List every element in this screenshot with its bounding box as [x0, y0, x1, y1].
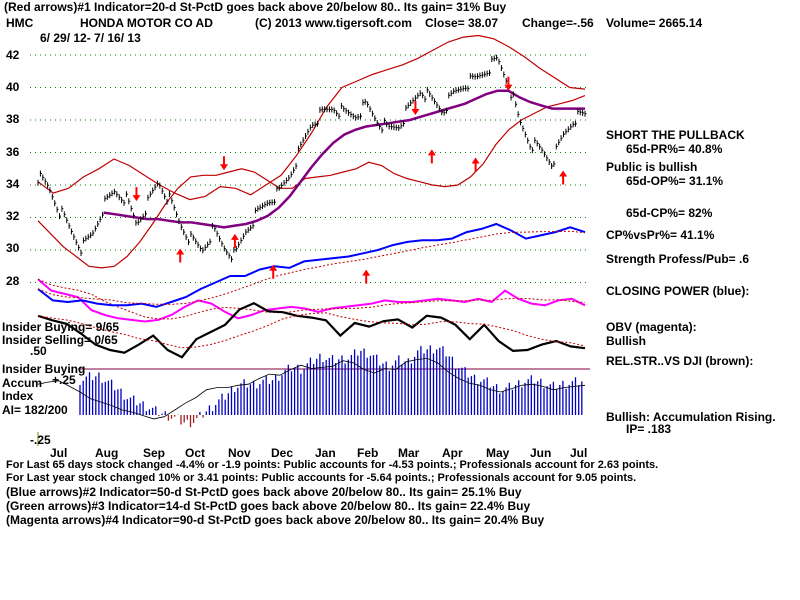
arrow-head	[411, 109, 420, 115]
red-up-arrow	[362, 269, 371, 284]
cp-stat: 65d-CP%= 82%	[626, 206, 713, 220]
price-change: Change=-.56	[522, 16, 594, 30]
accum-insider-label: Insider Buying	[2, 362, 86, 376]
red-down-arrow	[411, 101, 420, 115]
ai-value: AI= 182/200	[2, 403, 68, 417]
obv-label: OBV (magenta):	[606, 320, 697, 334]
ip-stat: IP= .183	[626, 422, 672, 436]
date-range: 6/ 29/ 12- 7/ 16/ 13	[40, 31, 141, 45]
y-tick: 42	[6, 48, 20, 62]
public-status: Public is bullish	[606, 160, 698, 174]
closing-power-ma-line	[37, 230, 586, 305]
insider-selling-count: Insider Selling= 0/65	[2, 333, 118, 347]
lower-band-line	[37, 95, 586, 269]
relstr-line	[37, 301, 586, 359]
accum-ma-line	[37, 357, 586, 420]
cpvspr-stat: CP%vsPr%= 41.1%	[606, 228, 715, 242]
index-label: Index	[2, 389, 34, 403]
footer-line4: (Green arrows)#3 Indicator=14-d St-PctD …	[6, 499, 531, 513]
red-up-arrow	[559, 170, 568, 185]
upper-band-line	[37, 34, 586, 201]
closing-power-line	[37, 222, 586, 308]
volume: Volume= 2665.14	[606, 16, 703, 30]
obv-line	[37, 278, 586, 323]
red-down-arrow	[504, 76, 513, 91]
relstr-label: REL.STR..VS DJI (brown):	[606, 354, 754, 368]
copyright: (C) 2013 www.tigersoft.com	[255, 16, 412, 30]
arrow-head	[362, 269, 371, 276]
month-label: Jan	[315, 446, 336, 460]
signal-text: SHORT THE PULLBACK	[606, 128, 745, 142]
red-up-arrow	[230, 233, 239, 248]
accum-label: Accum	[2, 376, 43, 390]
header-line1: (Red arrows)#1 Indicator=20-d St-PctD go…	[4, 0, 507, 14]
arrow-head	[471, 157, 480, 164]
month-label: Aug	[95, 446, 119, 460]
month-label: May	[486, 446, 510, 460]
closing-power-label: CLOSING POWER (blue):	[606, 284, 750, 298]
month-label: Nov	[228, 446, 251, 460]
chart-series	[37, 34, 587, 428]
red-down-arrow	[132, 187, 141, 202]
moving-average-line	[103, 89, 585, 229]
close-price: Close= 38.07	[425, 16, 499, 30]
y-tick: 36	[6, 145, 20, 159]
accum-tick: +.25	[52, 373, 76, 387]
red-up-arrow	[471, 157, 480, 172]
relstr-ma-line	[37, 312, 586, 349]
arrow-head	[269, 264, 278, 271]
arrow-head	[176, 248, 185, 255]
obv-ma-line	[37, 278, 586, 320]
footer-line5: (Magenta arrows)#4 Indicator=90-d St-Pct…	[6, 513, 545, 527]
y-tick: 32	[6, 209, 20, 223]
op-stat: 65d-OP%= 31.1%	[626, 174, 724, 188]
arrow-head	[504, 84, 513, 91]
arrow-head	[230, 233, 239, 240]
insider-buying-count: Insider Buying= 9/65	[2, 320, 120, 334]
arrow-head	[132, 195, 141, 202]
month-label: Sep	[143, 446, 166, 460]
company-name: HONDA MOTOR CO AD	[80, 16, 213, 30]
y-tick: 40	[6, 80, 20, 94]
footer-line2: For Last year stock changed 10% or 3.41 …	[6, 472, 637, 484]
accum-status: Bullish: Accumulation Rising.	[606, 410, 776, 424]
accum-tick: -.25	[30, 433, 51, 447]
red-up-arrow	[176, 248, 185, 263]
arrow-head	[219, 164, 228, 171]
arrow-head	[559, 170, 568, 177]
footer-line1: For Last 65 days stock changed -4.4% or …	[6, 459, 659, 471]
month-label: Oct	[185, 446, 206, 460]
month-label: Dec	[271, 446, 294, 460]
month-label: Jul	[50, 446, 68, 460]
red-up-arrow	[427, 149, 436, 164]
grid-lines	[30, 54, 590, 446]
red-down-arrow	[219, 156, 228, 171]
month-label: Mar	[398, 446, 420, 460]
chart-marks	[132, 76, 568, 284]
ticker-symbol: HMC	[6, 16, 34, 30]
month-label: Feb	[357, 446, 379, 460]
month-label: Apr	[442, 446, 463, 460]
y-tick: 38	[6, 112, 20, 126]
pr-stat: 65d-PR%= 40.8%	[626, 142, 723, 156]
arrow-head	[427, 149, 436, 156]
red-up-arrow	[269, 264, 278, 279]
y-tick: 30	[6, 241, 20, 255]
y-tick: 28	[6, 274, 20, 288]
obv-status: Bullish	[606, 334, 647, 348]
month-label: Jul	[570, 446, 588, 460]
month-label: Jun	[530, 446, 552, 460]
footer-line3: (Blue arrows)#2 Indicator=50-d St-PctD g…	[6, 485, 522, 499]
strength-stat: Strength Profess/Pub= .6	[606, 252, 750, 266]
accum-tick: .50	[30, 344, 47, 358]
y-tick: 34	[6, 177, 20, 191]
